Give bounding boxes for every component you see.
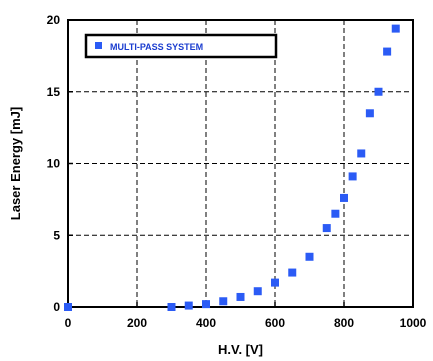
- data-point: [374, 87, 383, 96]
- x-tick-label: 600: [265, 316, 285, 330]
- data-point: [357, 149, 366, 158]
- y-tick-labels: 0 5 10 15 20: [47, 13, 61, 314]
- y-tick-label: 15: [47, 85, 61, 99]
- y-tick-label: 20: [47, 13, 61, 27]
- data-point: [383, 47, 392, 56]
- data-point: [271, 278, 279, 287]
- data-point: [219, 297, 228, 306]
- x-tick-labels: 0 200 400 600 800 1000: [65, 316, 427, 330]
- data-point: [305, 252, 314, 261]
- data-point: [288, 268, 297, 277]
- y-axis-title: Laser Energy [mJ]: [8, 107, 23, 220]
- x-tick-label: 0: [65, 316, 72, 330]
- x-tick-label: 1000: [400, 316, 427, 330]
- legend-marker: [95, 42, 102, 49]
- y-tick-label: 0: [53, 300, 60, 314]
- x-axis-title: H.V. [V]: [218, 342, 263, 357]
- data-point: [340, 193, 348, 202]
- data-point: [236, 292, 245, 301]
- data-point: [331, 209, 340, 218]
- legend: MULTI-PASS SYSTEM: [84, 33, 278, 59]
- legend-box: [84, 33, 278, 59]
- x-tick-label: 800: [334, 316, 354, 330]
- data-point: [253, 287, 262, 296]
- data-points: [64, 24, 400, 311]
- data-point: [184, 301, 193, 310]
- y-tick-label: 5: [53, 228, 60, 242]
- grid: [68, 20, 413, 307]
- legend-label: MULTI-PASS SYSTEM: [110, 42, 203, 52]
- data-point: [167, 303, 176, 311]
- data-point: [348, 172, 357, 181]
- data-point: [322, 224, 331, 233]
- data-point: [391, 24, 400, 33]
- y-tick-label: 10: [47, 157, 61, 171]
- data-point: [365, 109, 374, 118]
- x-tick-label: 200: [127, 316, 147, 330]
- data-point: [202, 300, 210, 309]
- x-tick-label: 400: [196, 316, 216, 330]
- data-point: [64, 303, 72, 311]
